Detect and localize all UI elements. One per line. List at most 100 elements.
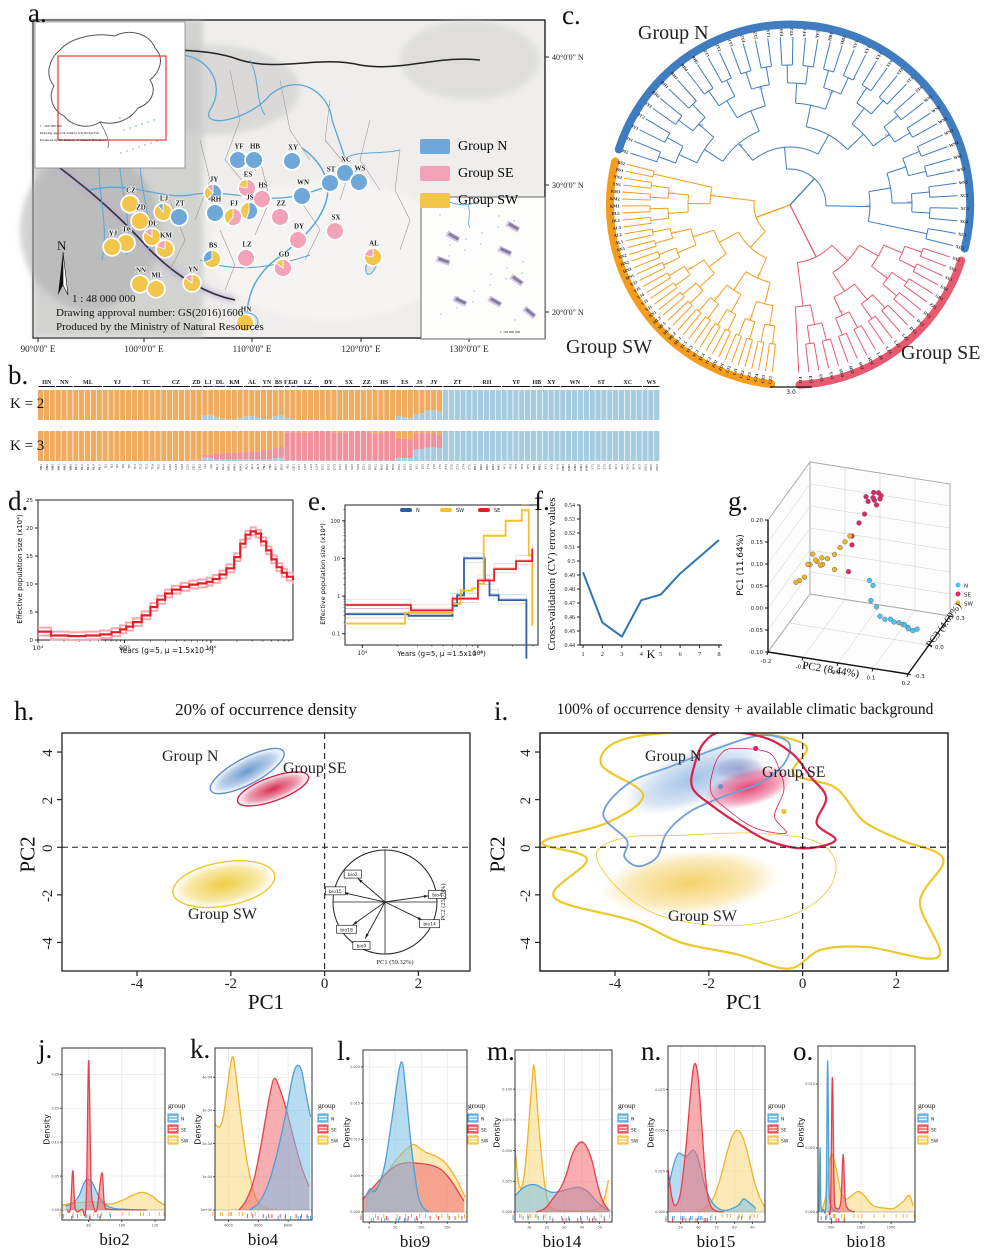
panel-letter-j: j. <box>38 1034 53 1064</box>
h-biplot: bio2 bio15 bio4 bio14 bio18 bio9 PC1 (59.32%) P… <box>325 849 447 966</box>
svg-text:YF2: YF2 <box>508 464 512 470</box>
panel-letter-l: l. <box>337 1036 352 1066</box>
tree-group-n-label: Group N <box>638 22 709 44</box>
panel-o-xlabel: bio18 <box>846 1232 886 1251</box>
panel-letter-i: i. <box>494 696 509 726</box>
panel-f-ylabel: Cross-validation (CV) error values <box>546 497 558 651</box>
svg-text:40°0'0" N: 40°0'0" N <box>552 53 584 62</box>
svg-text:CZ: CZ <box>126 187 136 195</box>
svg-text:LZ: LZ <box>242 241 252 249</box>
svg-text:0.005: 0.005 <box>350 1174 360 1178</box>
svg-text:-0.1: -0.1 <box>796 665 807 671</box>
i-contours <box>541 733 945 970</box>
svg-text:RH: RH <box>211 196 222 204</box>
svg-text:XY2: XY2 <box>874 51 883 61</box>
svg-text:JY: JY <box>430 380 438 386</box>
svg-text:HB1: HB1 <box>532 464 536 470</box>
panel-i-xlabel: PC1 <box>725 990 763 1014</box>
svg-text:HB2: HB2 <box>538 464 542 470</box>
svg-text:WN2: WN2 <box>930 105 941 114</box>
svg-text:2: 2 <box>601 651 604 658</box>
map-inset-china <box>34 21 186 169</box>
h-group-sw-label: Group SW <box>188 906 257 923</box>
svg-text:XC: XC <box>623 380 632 386</box>
svg-text:YF3: YF3 <box>514 464 518 470</box>
svg-text:0.45: 0.45 <box>565 629 576 635</box>
svg-text:RH4: RH4 <box>491 464 495 470</box>
svg-text:KM2: KM2 <box>233 464 237 471</box>
panel-letter-m: m. <box>487 1036 515 1066</box>
svg-text:ZT4: ZT4 <box>739 34 746 44</box>
panel-h-plot: -4 -2 0 2 -4 -2 0 2 4 bio2 bio15 bio4 bio14 bio18 bio9… <box>40 732 471 992</box>
svg-text:ST4: ST4 <box>914 84 923 93</box>
svg-text:JS: JS <box>246 194 254 202</box>
svg-text:YF: YF <box>234 143 243 151</box>
inset-approval-text: Drawing approval number GS(2016)1558 <box>40 131 99 135</box>
svg-text:JS1: JS1 <box>626 136 634 143</box>
svg-text:DL: DL <box>148 220 158 228</box>
svg-text:10⁴: 10⁴ <box>357 650 368 657</box>
map-pie-GD: GD <box>273 250 293 278</box>
svg-text:0.53: 0.53 <box>565 517 576 523</box>
svg-text:FJ: FJ <box>230 200 238 208</box>
panel-l-plot: 0.000 0.005 0.010 0.015 0.020 0 50 100 150 group N… <box>350 1049 489 1230</box>
svg-text:YF2: YF2 <box>789 28 794 36</box>
svg-text:SE: SE <box>964 593 971 599</box>
svg-text:80: 80 <box>86 1224 90 1228</box>
svg-text:LZ4: LZ4 <box>876 351 885 361</box>
panel-i-ylabel: PC2 <box>485 836 510 873</box>
svg-text:HN3: HN3 <box>51 464 55 471</box>
svg-text:3: 3 <box>620 651 623 658</box>
svg-text:SE: SE <box>331 1128 337 1134</box>
svg-text:TC3: TC3 <box>145 464 149 471</box>
svg-text:ZZ1: ZZ1 <box>929 302 938 311</box>
svg-text:0.050: 0.050 <box>502 1149 512 1153</box>
map-pie-KM: KM <box>155 231 175 259</box>
svg-text:0.44: 0.44 <box>565 643 576 649</box>
svg-text:YN: YN <box>188 266 198 274</box>
j-legend: group N SE SW <box>167 1101 189 1145</box>
svg-text:HB: HB <box>250 143 260 151</box>
svg-text:-4: -4 <box>131 976 144 992</box>
svg-text:SE: SE <box>181 1128 187 1134</box>
svg-text:SE: SE <box>494 508 500 514</box>
svg-text:1: 1 <box>581 651 584 658</box>
svg-text:SW: SW <box>481 1139 489 1145</box>
map-pie-HN: HN <box>235 305 255 333</box>
panel-i-title: 100% of occurrence density + available c… <box>556 701 934 718</box>
svg-text:HS2: HS2 <box>858 361 866 370</box>
svg-text:8000: 8000 <box>284 1224 293 1228</box>
svg-text:CZ5: CZ5 <box>186 464 190 470</box>
svg-text:AL1: AL1 <box>615 239 624 246</box>
svg-text:0.000: 0.000 <box>350 1210 360 1214</box>
svg-text:WS3: WS3 <box>959 179 968 185</box>
svg-text:0.075: 0.075 <box>502 1118 512 1122</box>
panel-m-xlabel: bio14 <box>542 1232 582 1251</box>
svg-text:90°0'0" E: 90°0'0" E <box>21 344 56 354</box>
svg-text:TC3: TC3 <box>685 344 694 354</box>
svg-text:YF5: YF5 <box>526 464 530 470</box>
svg-text:ZT: ZT <box>175 200 185 208</box>
panel-l-ylabel: Density <box>342 1117 352 1148</box>
svg-text:GD1: GD1 <box>934 293 944 302</box>
svg-text:YF4: YF4 <box>520 464 524 470</box>
map-pie-LJ: LJ <box>153 194 173 222</box>
group-n-label: Group N <box>458 138 508 154</box>
svg-text:-0.05: -0.05 <box>749 628 764 634</box>
svg-text:RH: RH <box>482 380 491 386</box>
svg-text:20: 20 <box>26 526 33 532</box>
svg-text:XC2: XC2 <box>960 193 969 198</box>
g-scatter-SW <box>793 533 853 585</box>
svg-text:15: 15 <box>26 554 33 560</box>
map-pie-XY: XY <box>282 143 302 171</box>
svg-text:HS4: HS4 <box>838 369 845 379</box>
svg-text:TC1: TC1 <box>133 464 137 471</box>
svg-text:3e-04: 3e-04 <box>202 1109 212 1113</box>
panel-letter-h: h. <box>14 696 35 726</box>
svg-text:0.050: 0.050 <box>655 1129 665 1133</box>
panel-e-xlabel: Years (g=5, μ =1.5x10⁻⁸) <box>397 650 486 658</box>
svg-text:500: 500 <box>828 1226 834 1230</box>
svg-text:BS: BS <box>209 242 218 250</box>
svg-text:WN: WN <box>570 380 581 386</box>
svg-text:LJ: LJ <box>160 195 169 203</box>
